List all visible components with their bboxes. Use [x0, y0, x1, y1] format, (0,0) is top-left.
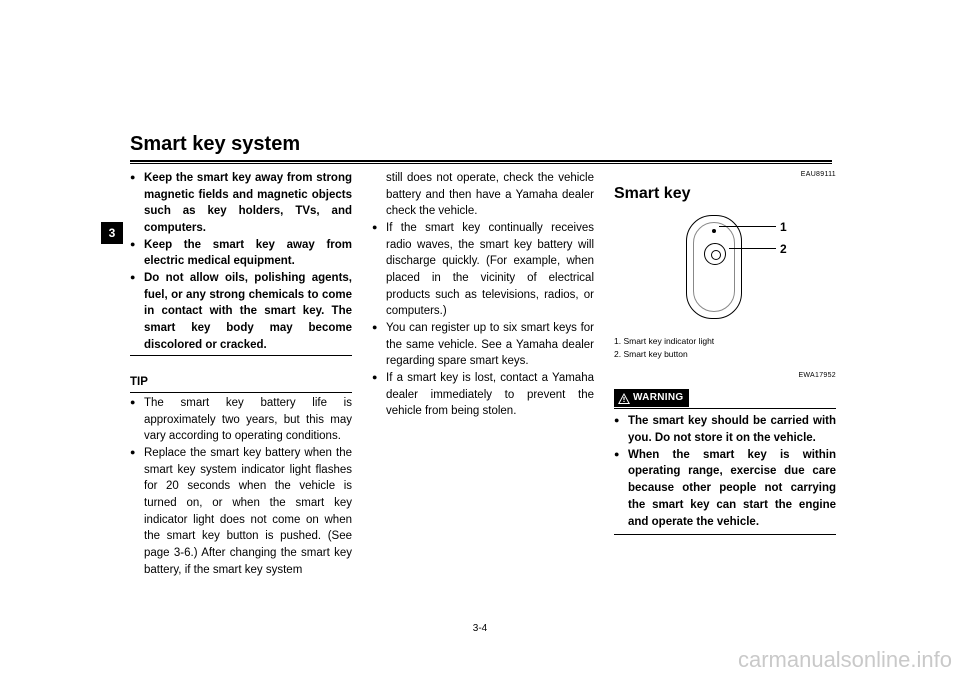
list-item: The smart key battery life is approximat… — [130, 395, 352, 445]
list-item: When the smart key is within operating r… — [614, 447, 836, 530]
list-item: Keep the smart key away from strong magn… — [130, 170, 352, 237]
column-3: EAU89111 Smart key 1 2 1. Smart key indi… — [614, 170, 836, 578]
body-columns: Keep the smart key away from strong magn… — [130, 170, 850, 578]
col2-list: If the smart key continually receives ra… — [372, 220, 594, 420]
smart-key-illustration — [686, 215, 742, 319]
warning-list: The smart key should be carried with you… — [614, 413, 836, 530]
ref-code: EAU89111 — [614, 170, 836, 180]
column-2: still does not operate, check the vehicl… — [372, 170, 594, 578]
warning-icon — [618, 393, 630, 404]
list-item: If a smart key is lost, contact a Yamaha… — [372, 370, 594, 420]
callout-2: 2 — [780, 241, 787, 258]
title-rule-thin — [130, 163, 832, 164]
notice-list: Keep the smart key away from strong magn… — [130, 170, 352, 353]
list-item: Keep the smart key away from electric me… — [130, 237, 352, 270]
chapter-tab: 3 — [101, 222, 123, 244]
section-title: Smart key system — [130, 133, 832, 158]
warning-badge: WARNING — [614, 389, 689, 408]
figure-caption-1: 1. Smart key indicator light — [614, 335, 836, 348]
subsection-heading: Smart key — [614, 182, 836, 205]
column-1: Keep the smart key away from strong magn… — [130, 170, 352, 578]
list-item: The smart key should be carried with you… — [614, 413, 836, 446]
section-header: Smart key system — [130, 133, 832, 164]
page-number: 3-4 — [473, 623, 487, 634]
warning-heading: WARNING — [614, 389, 836, 410]
watermark: carmanualsonline.info — [738, 647, 952, 673]
callout-1: 1 — [780, 219, 787, 236]
smart-key-figure: 1 2 — [614, 211, 836, 331]
manual-page: Smart key system 3 Keep the smart key aw… — [0, 0, 960, 679]
list-item: Do not allow oils, polishing agents, fue… — [130, 270, 352, 353]
figure-caption-2: 2. Smart key button — [614, 348, 836, 361]
list-item: Replace the smart key battery when the s… — [130, 445, 352, 578]
tip-list: The smart key battery life is approximat… — [130, 395, 352, 578]
list-item: If the smart key continually receives ra… — [372, 220, 594, 320]
warning-label-text: WARNING — [633, 391, 683, 406]
ref-code: EWA17952 — [614, 371, 836, 381]
callout-line — [729, 248, 776, 249]
continuation-text: still does not operate, check the vehicl… — [372, 170, 594, 220]
rule — [614, 534, 836, 535]
rule — [130, 355, 352, 356]
title-rule-thick — [130, 160, 832, 162]
callout-line — [719, 226, 776, 227]
list-item: You can register up to six smart keys fo… — [372, 320, 594, 370]
tip-heading: TIP — [130, 374, 352, 393]
